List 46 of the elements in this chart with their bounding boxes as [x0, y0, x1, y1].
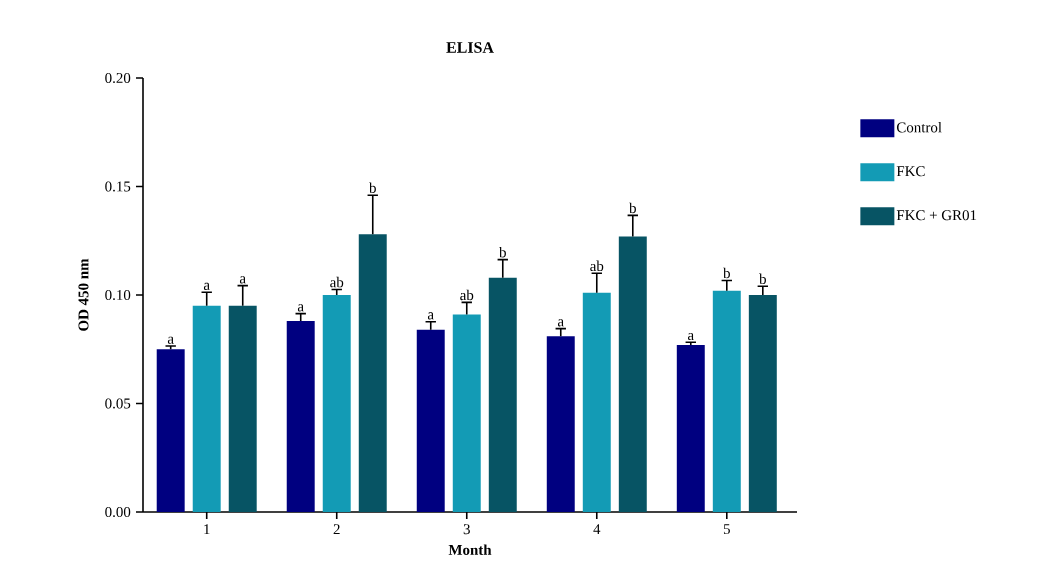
bar	[582, 292, 611, 512]
legend-label: Control	[896, 121, 942, 133]
bar	[286, 321, 315, 512]
data-label: a	[297, 304, 304, 312]
x-tick-label: 1	[204, 524, 210, 535]
data-label: b	[759, 273, 766, 285]
bar	[322, 295, 351, 512]
data-label: ab	[330, 276, 344, 288]
data-label: a	[557, 319, 564, 327]
y-tick-label: 0.15	[105, 181, 131, 192]
data-label: a	[203, 282, 210, 290]
bar	[416, 329, 445, 512]
data-label: a	[687, 332, 694, 341]
data-label: a	[427, 312, 434, 320]
data-label: ab	[460, 289, 474, 301]
data-label: b	[629, 202, 636, 214]
bar	[156, 349, 185, 512]
bar	[452, 314, 481, 512]
data-label: b	[499, 246, 506, 258]
y-tick-label: 0.10	[105, 289, 131, 301]
data-label: ab	[590, 260, 604, 272]
y-tick-label: 0.00	[105, 506, 131, 518]
y-tick-label: 0.05	[105, 398, 131, 409]
x-tick-label: 3	[463, 524, 470, 535]
chart-title: ELISA	[446, 42, 494, 53]
bar	[488, 277, 517, 512]
x-tick-label: 4	[593, 524, 601, 535]
x-tick-label: 2	[333, 524, 340, 535]
bar	[358, 234, 387, 512]
data-label: b	[369, 182, 376, 193]
bar	[228, 305, 257, 512]
data-label: a	[239, 276, 246, 284]
x-axis-title: Month	[448, 544, 492, 555]
bar	[192, 305, 221, 512]
bar	[546, 336, 575, 512]
data-label: b	[723, 267, 730, 279]
bar	[618, 236, 647, 512]
legend-label: FKC + GR01	[896, 210, 977, 221]
y-tick-label: 0.20	[105, 72, 131, 84]
bar	[676, 344, 705, 512]
bar	[748, 295, 777, 512]
x-tick-label: 5	[723, 524, 730, 535]
data-label: a	[167, 336, 174, 344]
bar	[712, 290, 741, 512]
y-axis-title: OD 450 nm	[78, 258, 89, 331]
legend-label: FKC	[896, 166, 925, 177]
